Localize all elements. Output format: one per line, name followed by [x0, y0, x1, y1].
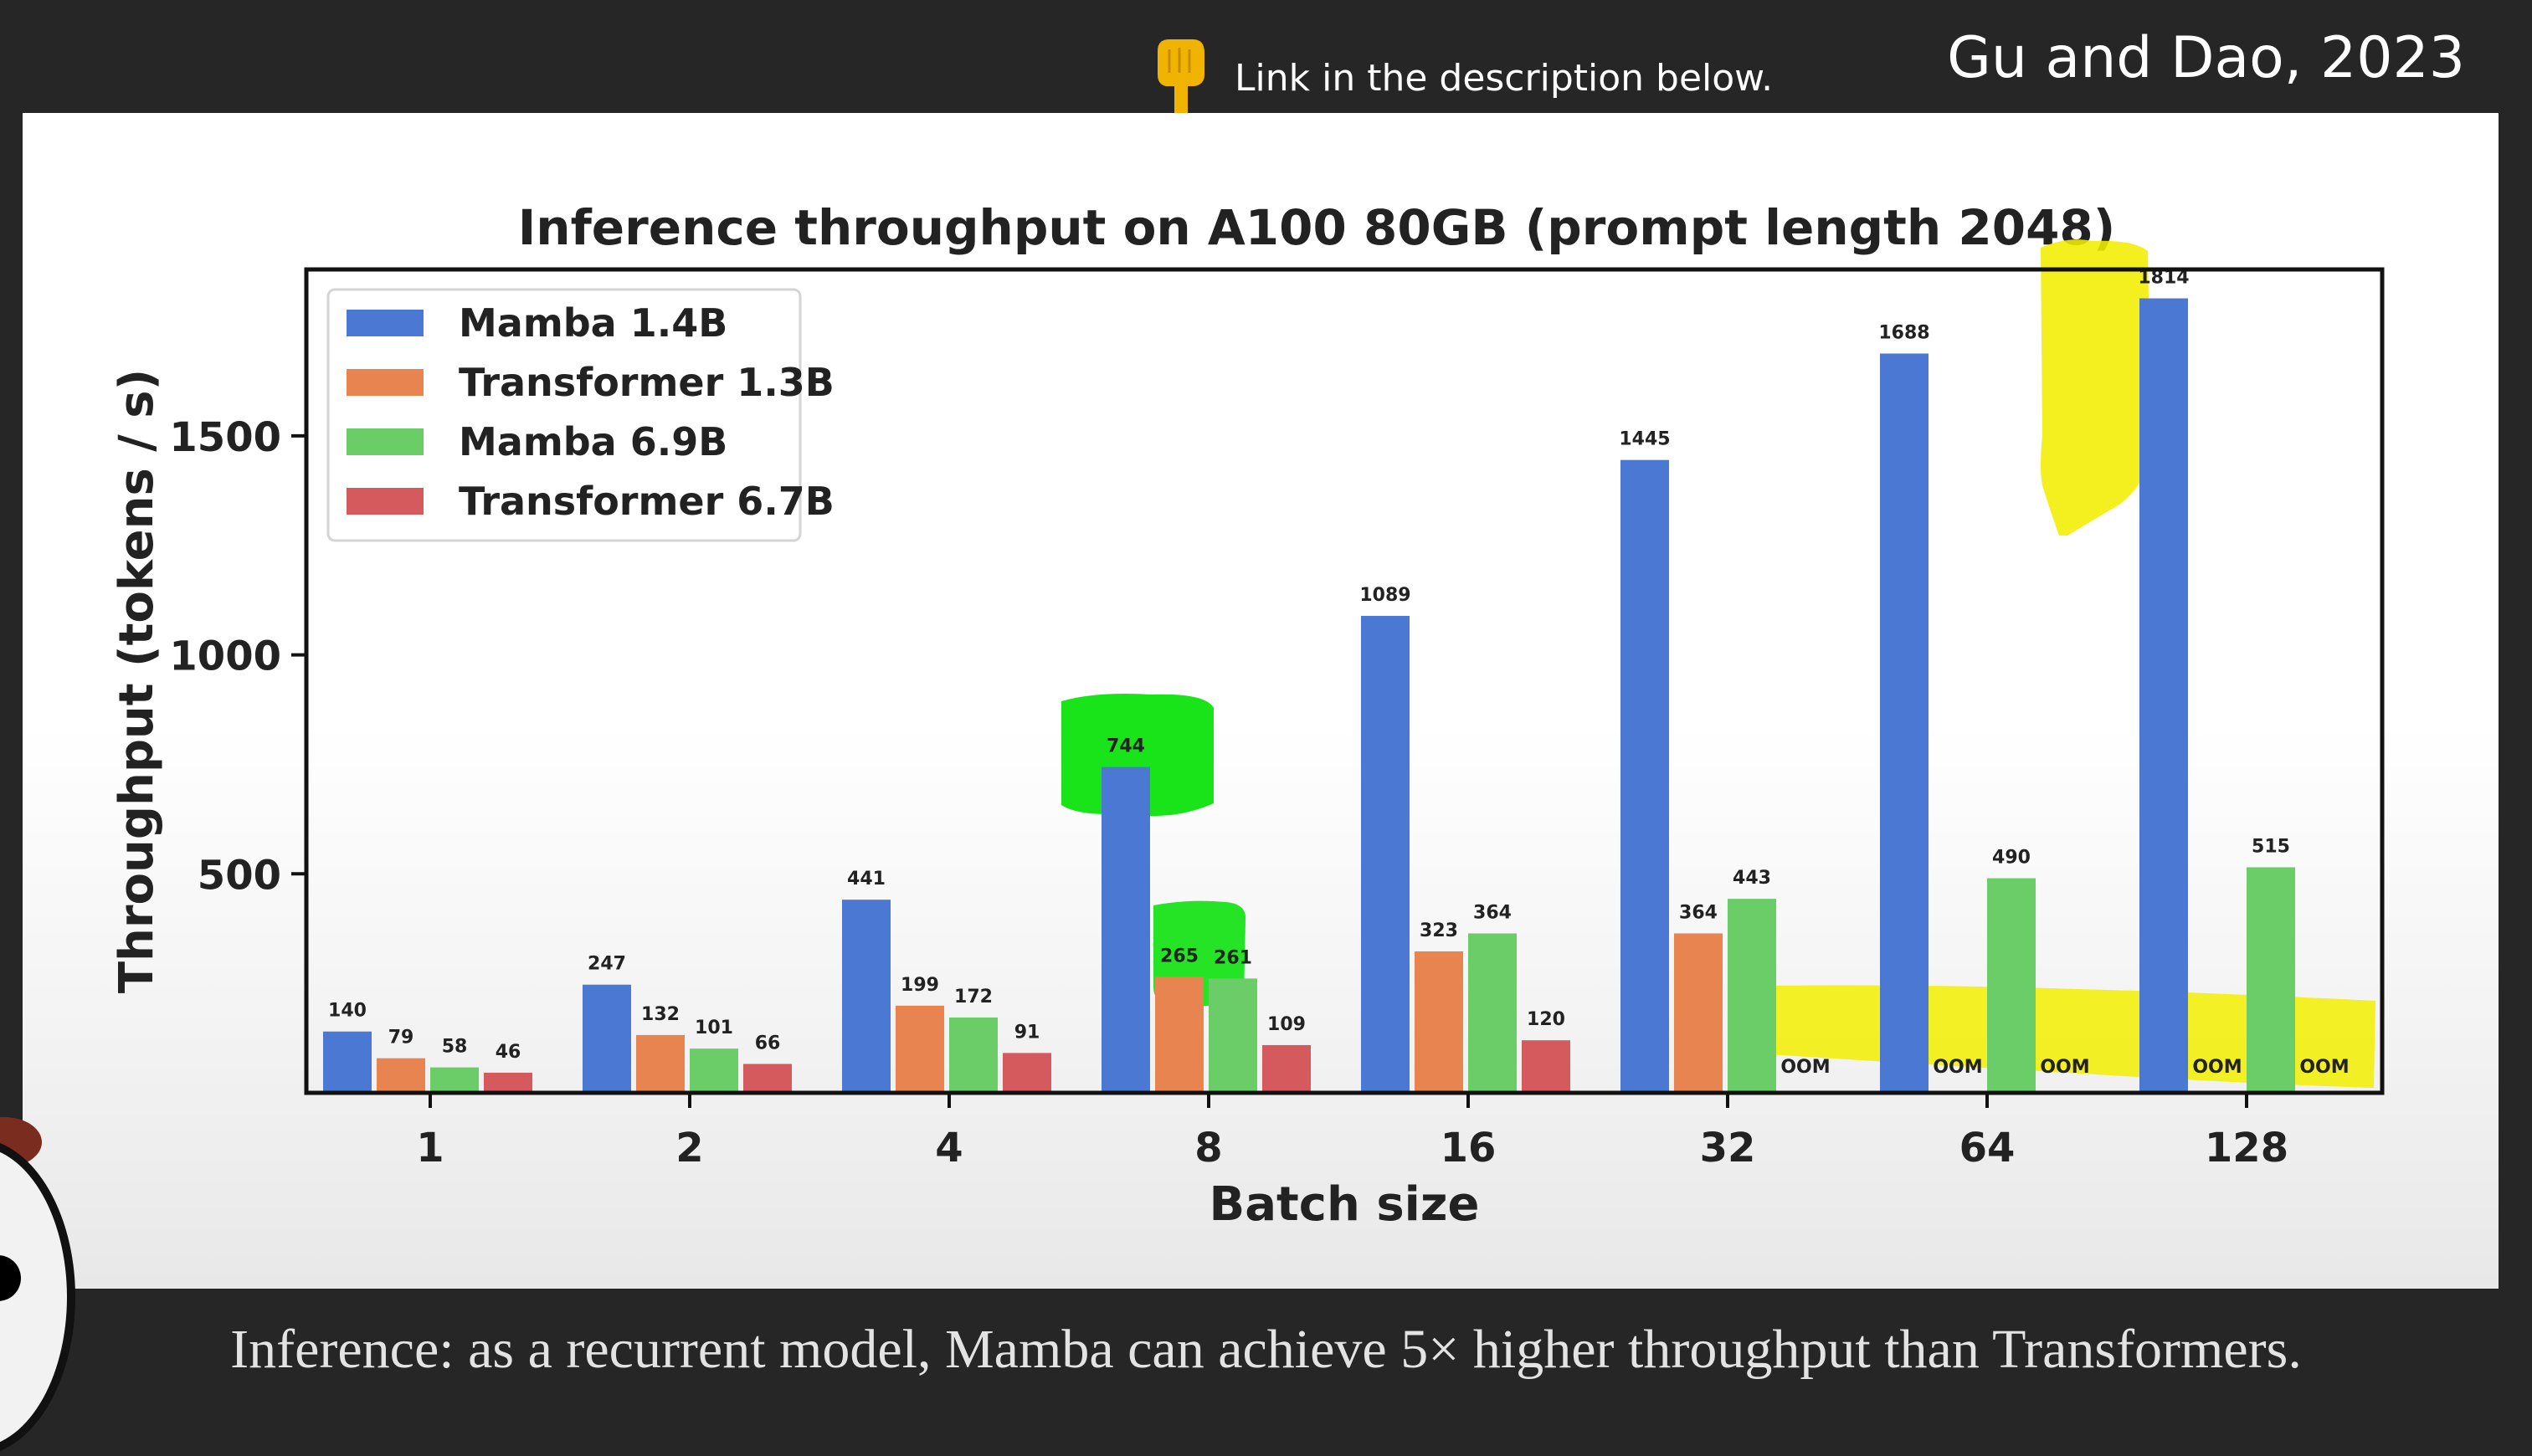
bar-mamba-6-9b-8	[1209, 978, 1257, 1093]
bar-transformer-1-3b-32	[1674, 933, 1723, 1093]
data-label: 441	[847, 869, 886, 889]
legend-swatch	[347, 369, 424, 396]
legend-swatch	[347, 310, 424, 336]
bar-transformer-1-3b-8	[1155, 977, 1204, 1093]
x-axis: 1 2 4 8 16 32 64 128	[416, 1093, 2288, 1171]
data-label: 265	[1160, 946, 1199, 966]
data-label: 364	[1473, 902, 1512, 923]
bar-mamba-6-9b-64	[1987, 878, 2036, 1093]
bar-mamba-1-4b-2	[583, 984, 631, 1093]
bar-transformer-1-3b-2	[636, 1034, 685, 1093]
x-axis-label: Batch size	[1210, 1177, 1480, 1232]
data-label: 261	[1214, 947, 1252, 968]
top-bar: Link in the description below. Gu and Da…	[0, 0, 2532, 120]
x-tick-label: 32	[1700, 1125, 1756, 1171]
x-tick-label: 64	[1959, 1125, 2016, 1171]
data-label: 364	[1679, 902, 1718, 923]
bar-transformer-6-7b-16	[1522, 1040, 1570, 1093]
bar-mamba-1-4b-8	[1102, 766, 1150, 1093]
legend-label: Mamba 6.9B	[459, 419, 727, 464]
y-axis: 500 1000 1500	[169, 414, 306, 899]
bar-mamba-6-9b-128	[2247, 867, 2295, 1093]
data-label: 120	[1527, 1009, 1565, 1030]
data-label: 79	[388, 1028, 414, 1048]
pointing-down-hand-icon	[1158, 39, 1204, 120]
bar-mamba-6-9b-4	[949, 1017, 998, 1093]
data-label: 199	[901, 975, 939, 996]
green-highlight-744	[1061, 694, 1214, 817]
data-label: 109	[1267, 1014, 1306, 1035]
data-label: 46	[496, 1042, 521, 1063]
slide-caption: Inference: as a recurrent model, Mamba c…	[230, 1319, 2302, 1380]
x-tick-label: 8	[1194, 1125, 1222, 1171]
chart-title: Inference throughput on A100 80GB (promp…	[518, 199, 2116, 256]
data-label: 744	[1107, 736, 1145, 757]
bar-layer	[323, 298, 2295, 1093]
oom-label: OOM	[2299, 1057, 2349, 1078]
bar-transformer-6-7b-2	[743, 1064, 792, 1093]
data-label: 443	[1733, 868, 1771, 889]
y-axis-label: Throughput (tokens / s)	[110, 369, 164, 993]
bar-transformer-1-3b-16	[1415, 951, 1463, 1093]
oom-label: OOM	[2192, 1057, 2242, 1078]
legend-label: Mamba 1.4B	[459, 300, 727, 346]
bar-mamba-1-4b-128	[2139, 298, 2188, 1093]
y-tick-label: 1500	[169, 414, 281, 461]
bar-mamba-6-9b-1	[430, 1067, 479, 1093]
data-label: 140	[328, 1001, 367, 1022]
data-label: 1089	[1359, 585, 1410, 606]
bar-mamba-6-9b-16	[1468, 933, 1517, 1093]
legend-label: Transformer 1.3B	[459, 360, 835, 405]
y-tick-label: 500	[198, 852, 281, 899]
bar-mamba-1-4b-4	[842, 900, 891, 1093]
data-label: 1445	[1619, 429, 1670, 450]
plot-frame	[304, 267, 2385, 1095]
x-tick-label: 16	[1441, 1125, 1497, 1171]
x-tick-label: 1	[416, 1125, 444, 1171]
legend-swatch	[347, 488, 424, 515]
data-label: 515	[2252, 836, 2290, 857]
y-tick-label: 1000	[169, 633, 281, 680]
bar-mamba-6-9b-32	[1728, 899, 1776, 1093]
oom-label: OOM	[1780, 1057, 1830, 1078]
bar-transformer-6-7b-8	[1262, 1044, 1311, 1093]
legend: Mamba 1.4B Transformer 1.3B Mamba 6.9B Tran…	[326, 288, 835, 542]
data-label: 66	[755, 1033, 781, 1054]
data-label: 247	[588, 954, 626, 975]
bar-mamba-6-9b-2	[690, 1048, 738, 1093]
bar-mamba-1-4b-16	[1361, 616, 1410, 1093]
bar-transformer-6-7b-4	[1003, 1053, 1051, 1093]
x-tick-label: 2	[675, 1125, 703, 1171]
throughput-chart: Inference throughput on A100 80GB (promp…	[110, 199, 2385, 1232]
oom-label: OOM	[1933, 1057, 1982, 1078]
data-label: 172	[954, 987, 993, 1007]
data-label: 1688	[1878, 322, 1929, 343]
value-label-layer: 1402474417441089144516881814791321992653…	[328, 268, 2350, 1078]
oom-label: OOM	[2040, 1057, 2089, 1078]
bar-transformer-1-3b-1	[377, 1058, 425, 1093]
data-label: 132	[641, 1004, 680, 1025]
data-label: 490	[1992, 848, 2031, 869]
legend-label: Transformer 6.7B	[459, 479, 835, 524]
link-note-text[interactable]: Link in the description below.	[1235, 56, 1774, 100]
data-label: 101	[695, 1018, 733, 1038]
yellow-highlight-peak	[2041, 239, 2151, 536]
x-tick-label: 4	[935, 1125, 963, 1171]
citation: Gu and Dao, 2023	[1947, 25, 2465, 91]
legend-frame	[326, 288, 802, 542]
bar-transformer-6-7b-1	[484, 1072, 532, 1093]
data-label: 323	[1420, 920, 1458, 941]
bar-transformer-1-3b-4	[896, 1005, 944, 1093]
link-note: Link in the description below.	[1151, 39, 1774, 120]
bar-mamba-1-4b-1	[323, 1031, 372, 1093]
data-label: 91	[1014, 1022, 1040, 1043]
bar-mamba-1-4b-64	[1880, 353, 1929, 1093]
legend-swatch	[347, 428, 424, 455]
x-tick-label: 128	[2205, 1125, 2288, 1171]
data-label: 58	[442, 1037, 468, 1058]
bar-mamba-1-4b-32	[1620, 459, 1669, 1093]
